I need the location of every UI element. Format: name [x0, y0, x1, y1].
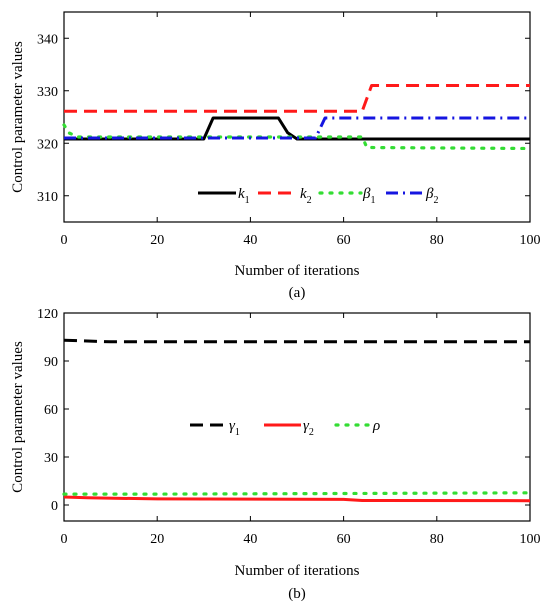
legend-label-β1: β1: [362, 186, 375, 206]
x-tick-label: 0: [61, 532, 68, 547]
legend-symbol: ρ: [372, 418, 380, 434]
legend-symbol: k: [300, 186, 307, 202]
chart-panel-a: 0 20 40 60 80 100 310 320 330 340 Number of iterat…: [10, 11, 541, 301]
y-tick-label: 60: [44, 403, 58, 418]
x-tick-label: 40: [243, 532, 257, 547]
legend-symbol: γ: [229, 418, 236, 434]
legend-label-γ1: γ1: [229, 418, 240, 438]
series-line-γ1: [63, 338, 530, 344]
legend-symbol: β: [362, 186, 371, 202]
legend-subscript: 1: [245, 195, 250, 206]
series-line-ρ: [62, 491, 532, 496]
legend-subscript: 2: [309, 427, 314, 438]
plot-frame: [63, 312, 531, 522]
chart-panel-b: 0 20 40 60 80 100 0 30 60 90 120 Number of iteratio…: [10, 307, 541, 602]
y-tick-label: 30: [44, 451, 58, 466]
y-tick-label: 0: [51, 499, 58, 514]
legend-label-ρ: ρ: [372, 418, 380, 434]
y-axis-label: Control parameter values: [10, 41, 26, 193]
legend-symbol: k: [238, 186, 245, 202]
legend-subscript: 1: [235, 427, 240, 438]
x-tick-label: 60: [337, 532, 351, 547]
x-tick-label: 0: [61, 233, 68, 248]
x-tick-label: 20: [150, 233, 164, 248]
x-tick-label: 100: [520, 233, 541, 248]
legend-label-β2: β2: [425, 186, 438, 206]
legend-label-γ2: γ2: [303, 418, 314, 438]
y-axis-label: Control parameter values: [10, 341, 26, 493]
legend-label-k1: k1: [238, 186, 250, 206]
series-line-k2: [64, 84, 530, 113]
panel-caption: (b): [288, 586, 306, 602]
y-tick-label: 310: [37, 190, 58, 205]
x-tick-label: 20: [150, 532, 164, 547]
series-line-β1: [62, 123, 532, 151]
x-tick-label: 80: [430, 233, 444, 248]
x-axis-label: Number of iterations: [235, 263, 360, 279]
legend-subscript: 2: [307, 195, 312, 206]
legend-label-k2: k2: [300, 186, 312, 206]
x-tick-label: 60: [337, 233, 351, 248]
x-tick-label: 40: [243, 233, 257, 248]
series-line-γ2: [63, 495, 531, 503]
y-tick-label: 120: [37, 307, 58, 322]
x-axis-label: Number of iterations: [235, 563, 360, 579]
x-tick-label: 100: [520, 532, 541, 547]
y-tick-label: 320: [37, 137, 58, 152]
legend-symbol: γ: [303, 418, 310, 434]
x-tick-label: 80: [430, 532, 444, 547]
y-tick-label: 90: [44, 355, 58, 370]
series-line-β2: [64, 116, 530, 140]
y-tick-label: 330: [37, 85, 58, 100]
plot-frame: [63, 11, 531, 223]
legend-subscript: 1: [370, 195, 375, 206]
panel-caption: (a): [289, 285, 306, 301]
y-tick-label: 340: [37, 32, 58, 47]
series-line-k1: [64, 116, 530, 141]
legend-symbol: β: [425, 186, 434, 202]
legend-subscript: 2: [433, 195, 438, 206]
